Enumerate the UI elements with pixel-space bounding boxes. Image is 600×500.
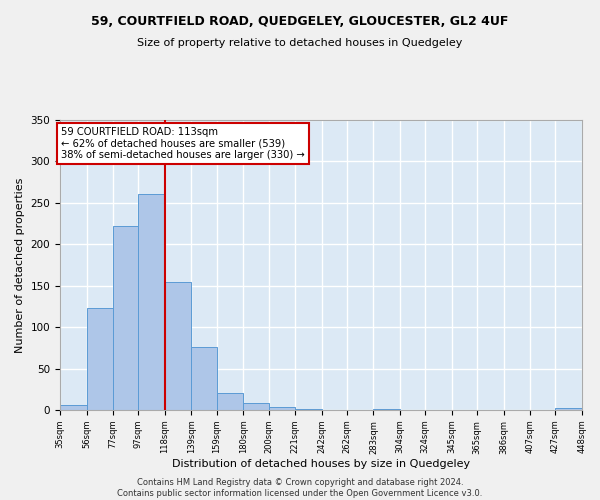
Bar <box>243 404 269 410</box>
Bar <box>86 308 113 410</box>
Text: 59, COURTFIELD ROAD, QUEDGELEY, GLOUCESTER, GL2 4UF: 59, COURTFIELD ROAD, QUEDGELEY, GLOUCEST… <box>91 15 509 28</box>
Bar <box>217 394 243 410</box>
Bar <box>113 226 139 410</box>
Text: 59 COURTFIELD ROAD: 113sqm
← 62% of detached houses are smaller (539)
38% of sem: 59 COURTFIELD ROAD: 113sqm ← 62% of deta… <box>61 126 305 160</box>
Bar <box>295 409 322 410</box>
Bar <box>269 406 295 410</box>
Text: Size of property relative to detached houses in Quedgeley: Size of property relative to detached ho… <box>137 38 463 48</box>
Y-axis label: Number of detached properties: Number of detached properties <box>15 178 25 352</box>
Bar <box>139 194 165 410</box>
Bar <box>556 408 582 410</box>
Bar <box>191 347 217 410</box>
Bar <box>60 405 86 410</box>
Bar <box>373 409 400 410</box>
Bar <box>165 282 191 410</box>
X-axis label: Distribution of detached houses by size in Quedgeley: Distribution of detached houses by size … <box>172 460 470 469</box>
Text: Contains HM Land Registry data © Crown copyright and database right 2024.
Contai: Contains HM Land Registry data © Crown c… <box>118 478 482 498</box>
